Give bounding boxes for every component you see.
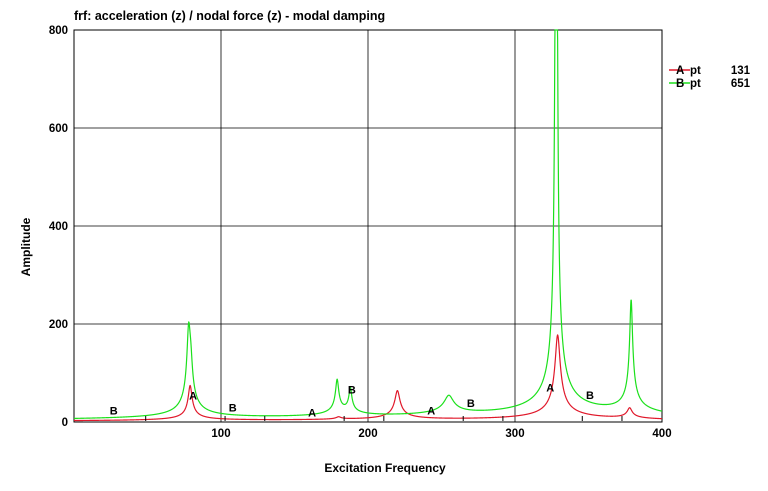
x-tick-label: 400 bbox=[652, 428, 671, 440]
grid-lines bbox=[74, 30, 662, 422]
x-tick-label: 300 bbox=[505, 428, 524, 440]
curve-marker-A: A bbox=[189, 391, 197, 403]
y-tick-label: 400 bbox=[49, 221, 68, 233]
legend-name-A: pt bbox=[690, 65, 701, 77]
chart-title: frf: acceleration (z) / nodal force (z) … bbox=[74, 9, 385, 23]
series-layer bbox=[73, 29, 663, 422]
y-tick-label: 600 bbox=[49, 123, 68, 135]
curve-marker-B: B bbox=[110, 405, 118, 417]
legend-marker-A: A bbox=[676, 65, 684, 77]
legend-marker-B: B bbox=[676, 78, 684, 90]
series-line-B bbox=[74, 29, 663, 419]
curve-marker-B: B bbox=[467, 398, 475, 410]
curve-marker-A: A bbox=[308, 407, 316, 419]
curve-markers: A A A A B B B B B bbox=[110, 383, 623, 421]
curve-marker-B: B bbox=[586, 390, 594, 402]
plot-frame bbox=[73, 29, 663, 423]
y-axis-ticks: 0 200 400 600 800 bbox=[49, 25, 68, 429]
x-axis-label: Excitation Frequency bbox=[324, 461, 446, 475]
legend-id-A: 131 bbox=[731, 65, 751, 77]
y-tick-label: 800 bbox=[49, 25, 68, 37]
curve-marker-B: B bbox=[229, 403, 237, 415]
y-tick-label: 0 bbox=[62, 417, 68, 429]
legend-name-B: pt bbox=[690, 78, 701, 90]
y-axis-label: Amplitude bbox=[19, 217, 33, 276]
curve-marker-A: A bbox=[427, 406, 435, 418]
y-tick-label: 200 bbox=[49, 319, 68, 331]
series-line-A bbox=[73, 334, 663, 422]
curve-marker-B: B bbox=[348, 384, 356, 396]
x-axis-ticks: 100 200 300 400 bbox=[211, 428, 671, 440]
curve-marker-A: A bbox=[546, 383, 554, 395]
x-tick-label: 100 bbox=[211, 428, 230, 440]
x-tick-label: 200 bbox=[358, 428, 377, 440]
legend-id-B: 651 bbox=[731, 78, 751, 90]
